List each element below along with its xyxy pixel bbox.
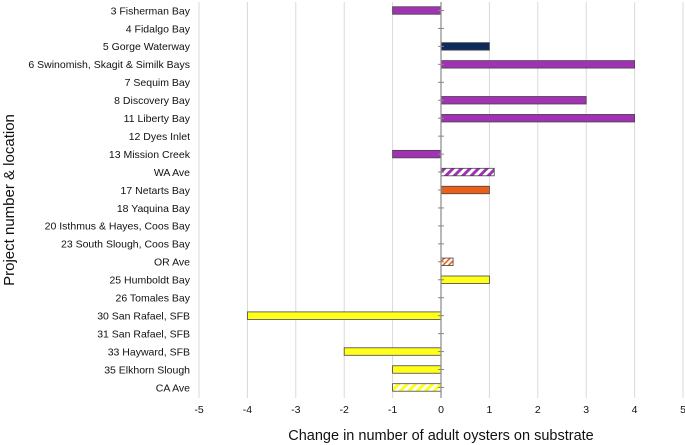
bar: [246, 311, 442, 320]
category-label: 18 Yaquina Bay: [117, 203, 191, 215]
bar: [392, 6, 442, 15]
bar: [440, 185, 490, 195]
category-label: OR Ave: [154, 257, 190, 269]
category-label: 5 Gorge Waterway: [103, 41, 191, 53]
bar: [440, 42, 490, 51]
bar: [440, 60, 636, 69]
axes: [438, 2, 444, 398]
category-label: 35 Elkhorn Slough: [104, 364, 190, 376]
bar: [440, 114, 636, 123]
category-label: 11 Liberty Bay: [124, 113, 191, 125]
bar: [392, 365, 442, 374]
x-tick-label: -4: [243, 404, 252, 416]
bar: [392, 383, 442, 392]
x-tick-label: 4: [632, 404, 638, 416]
bar: [440, 275, 490, 284]
bar: [440, 167, 495, 177]
category-label: 26 Tomales Bay: [115, 293, 190, 305]
bar: [440, 96, 587, 105]
category-label: 12 Dyes Inlet: [129, 131, 190, 143]
x-tick-label: -5: [194, 404, 203, 416]
x-tick-label: 1: [486, 404, 492, 416]
x-tick-label: 2: [535, 404, 541, 416]
category-label: CA Ave: [156, 382, 190, 394]
x-tick-label: -3: [291, 404, 300, 416]
x-tick-label: 5: [680, 404, 685, 416]
x-tick-label: -2: [340, 404, 349, 416]
category-label: 7 Sequim Bay: [125, 77, 191, 89]
category-label: 17 Netarts Bay: [121, 185, 191, 197]
x-tick-label: 0: [438, 404, 444, 416]
category-label: 13 Mission Creek: [109, 149, 191, 161]
category-label: 20 Isthmus & Hayes, Coos Bay: [45, 221, 191, 233]
category-label: 3 Fisherman Bay: [111, 5, 191, 17]
category-label: 4 Fidalgo Bay: [126, 23, 191, 35]
x-tick-label: -1: [388, 404, 397, 416]
x-tick-label: 3: [583, 404, 589, 416]
y-axis-title: Project number & location: [1, 114, 18, 286]
x-axis-title: Change in number of adult oysters on sub…: [288, 428, 593, 444]
category-label: 33 Hayward, SFB: [108, 346, 190, 358]
category-label: 8 Discovery Bay: [114, 95, 191, 107]
category-label: WA Ave: [154, 167, 190, 179]
category-label: 30 San Rafael, SFB: [97, 310, 190, 322]
category-label: 23 South Slough, Coos Bay: [61, 239, 191, 251]
category-labels: 3 Fisherman Bay 4 Fidalgo Bay 5 Gorge Wate…: [28, 5, 190, 394]
x-tick-labels: -5 -4 -3 -2 -1 0 1 2 3 4 5: [194, 404, 685, 416]
category-label: 6 Swinomish, Skagit & Similk Bays: [28, 59, 190, 71]
category-label: 31 San Rafael, SFB: [97, 328, 190, 340]
bar: [343, 347, 442, 356]
bar: [392, 149, 442, 159]
category-label: 25 Humboldt Bay: [109, 275, 190, 287]
